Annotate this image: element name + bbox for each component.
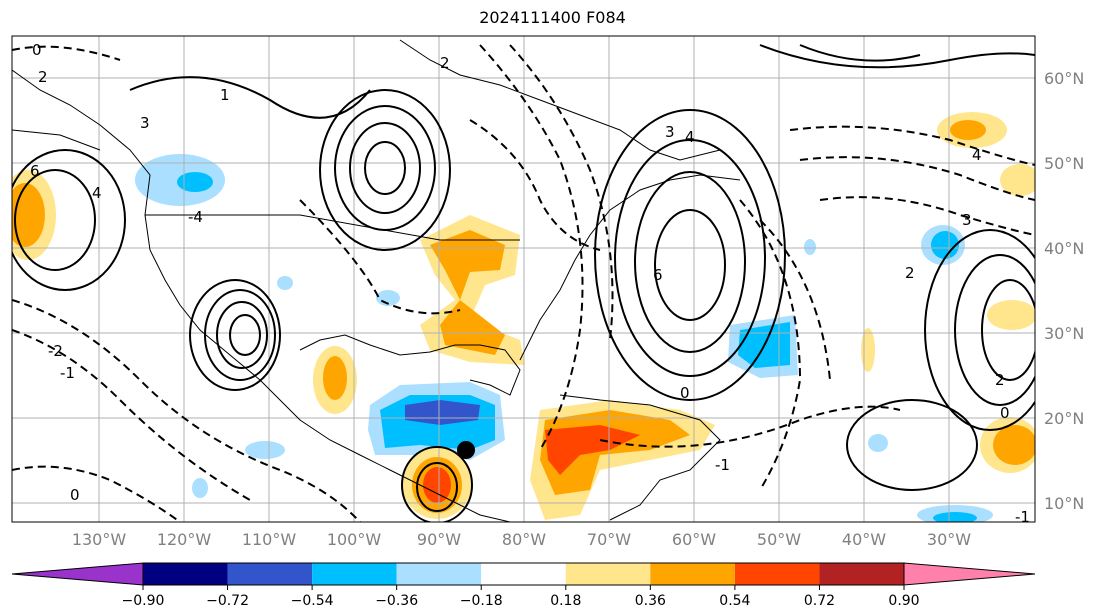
contour-label: 6	[653, 266, 663, 284]
contour-label: 4	[685, 128, 695, 146]
contour-label: -1	[1015, 508, 1030, 526]
contour-label: 4	[972, 146, 982, 164]
lat-label: 50°N	[1044, 154, 1084, 173]
map-border	[11, 35, 1036, 523]
contour-label: 1	[220, 86, 230, 104]
colorbar-tick-label: 0.90	[888, 593, 919, 609]
colorbar-segment	[481, 563, 566, 585]
colorbar-tick-label: −0.90	[122, 593, 165, 609]
contour-label: 3	[962, 211, 972, 229]
colorbar-tick-label: 0.36	[635, 593, 666, 609]
contour-labels: 0 2 4 6 -2 -4 3 -1 0 6 3 4 2 -1 0 2 4 3 …	[30, 41, 1030, 526]
lon-label: 120°W	[157, 530, 212, 549]
contour-label: -1	[60, 364, 75, 382]
contours-positive	[12, 44, 1035, 522]
contour-label: 0	[1000, 404, 1010, 422]
contour-label: 2	[905, 264, 915, 282]
lon-label: 30°W	[927, 530, 971, 549]
lon-label: 70°W	[587, 530, 631, 549]
lat-label: 20°N	[1044, 409, 1084, 428]
colorbar-segment	[819, 563, 904, 585]
contour-label: 0	[680, 384, 690, 402]
colorbar-tick-label: 0.18	[550, 593, 581, 609]
lon-label: 90°W	[417, 530, 461, 549]
contour-label: -2	[48, 342, 63, 360]
lat-label: 60°N	[1044, 69, 1084, 88]
lon-label: 130°W	[72, 530, 127, 549]
shaded-regions	[12, 112, 1035, 522]
colorbar-min-arrow	[11, 562, 144, 586]
map-title: 2024111400 F084	[479, 8, 626, 27]
contour-label: 4	[92, 184, 102, 202]
contour-label: 2	[38, 68, 48, 86]
coastlines	[12, 39, 741, 522]
colorbar: −0.90 −0.72 −0.54 −0.36 −0.18 0.18 0.36 0.54 0.7…	[11, 562, 1036, 609]
colorbar-segment	[396, 563, 482, 585]
colorbar-tick-label: −0.72	[206, 593, 249, 609]
map-area	[12, 36, 1035, 522]
colorbar-segment	[650, 563, 735, 585]
contour-label: 0	[32, 41, 42, 59]
colorbar-segments	[142, 562, 905, 586]
latitude-labels: 60°N 50°N 40°N 30°N 20°N 10°N	[1044, 69, 1084, 513]
contour-label: 3	[140, 114, 150, 132]
colorbar-tick-label: −0.54	[291, 593, 334, 609]
contour-label: 2	[995, 371, 1005, 389]
contour-label: 3	[665, 123, 675, 141]
colorbar-segment	[565, 563, 651, 585]
colorbar-tick-label: −0.36	[375, 593, 418, 609]
contour-label: -1	[715, 456, 730, 474]
lon-label: 40°W	[842, 530, 886, 549]
colorbar-max-arrow	[903, 562, 1036, 586]
lat-label: 30°N	[1044, 324, 1084, 343]
contours-negative	[12, 44, 1035, 522]
lon-label: 80°W	[502, 530, 546, 549]
storm-center-marker	[457, 441, 475, 459]
colorbar-ticks: −0.90 −0.72 −0.54 −0.36 −0.18 0.18 0.36 0.54 0.7…	[122, 585, 920, 609]
lat-label: 10°N	[1044, 494, 1084, 513]
contour-label: -4	[188, 208, 203, 226]
colorbar-tick-label: 0.72	[804, 593, 835, 609]
colorbar-segment	[227, 563, 313, 585]
lat-label: 40°N	[1044, 239, 1084, 258]
longitude-labels: 130°W 120°W 110°W 100°W 90°W 80°W 70°W 6…	[72, 530, 971, 549]
lon-label: 100°W	[327, 530, 382, 549]
contour-label: 0	[70, 486, 80, 504]
colorbar-tick-label: 0.54	[719, 593, 750, 609]
colorbar-tick-label: −0.18	[460, 593, 503, 609]
colorbar-segment	[734, 563, 820, 585]
gridlines	[12, 36, 1035, 522]
contour-label: 6	[30, 162, 40, 180]
lon-label: 50°W	[757, 530, 801, 549]
contour-label: 2	[440, 54, 450, 72]
lon-label: 60°W	[672, 530, 716, 549]
colorbar-segment	[312, 563, 397, 585]
lon-label: 110°W	[242, 530, 297, 549]
colorbar-segment	[143, 563, 228, 585]
